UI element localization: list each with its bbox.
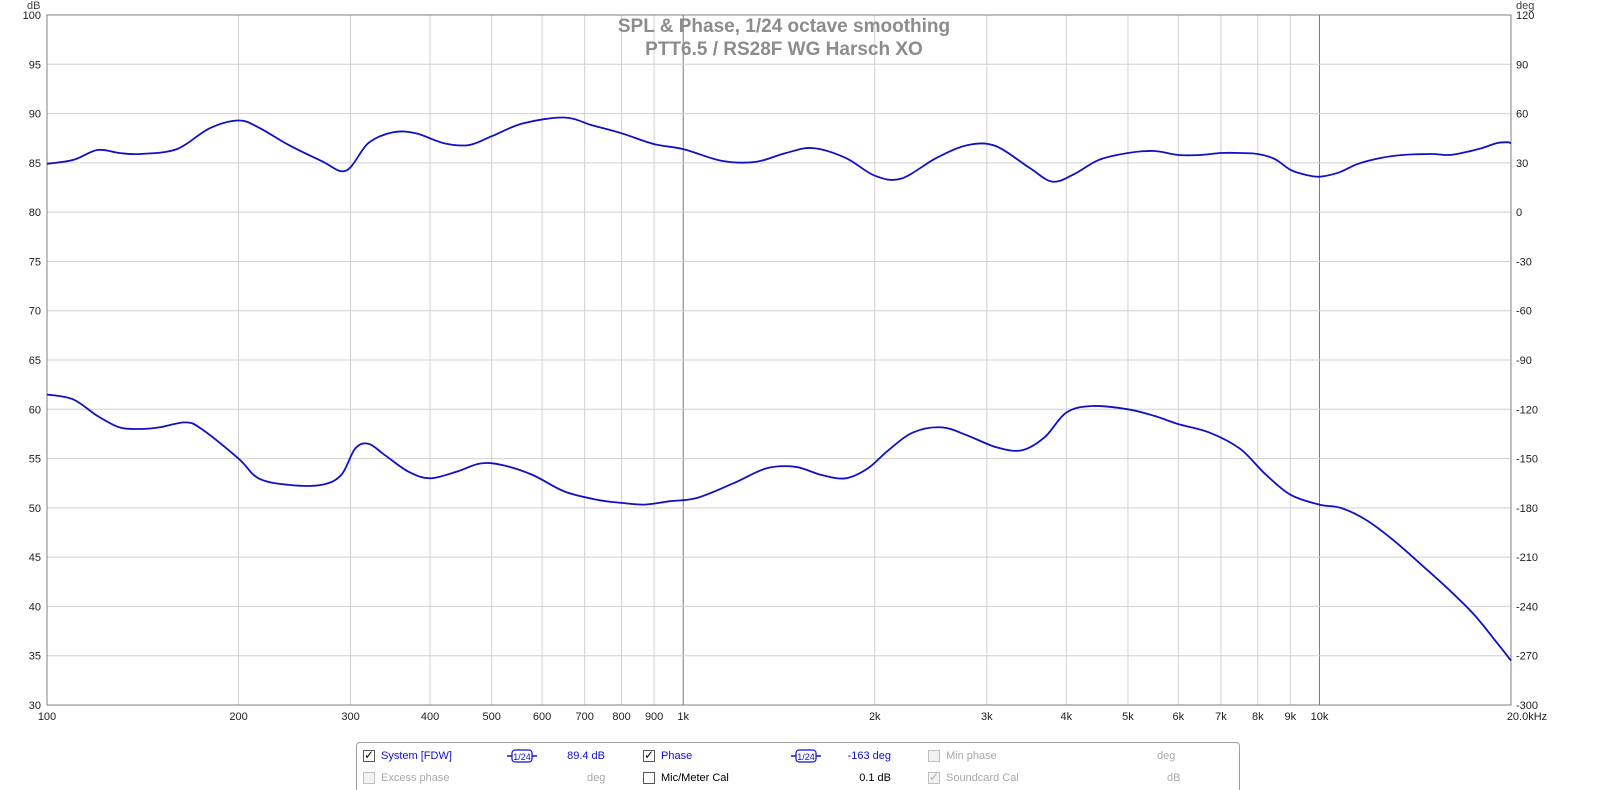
y-right-tick-label: -180 bbox=[1516, 503, 1538, 515]
series-layer bbox=[46, 116, 1512, 662]
x-tick-label: 9k bbox=[1285, 711, 1297, 723]
y-right-tick-label: -60 bbox=[1516, 306, 1532, 318]
soundcard-cal-label: Soundcard Cal bbox=[946, 772, 1019, 784]
y-left-tick-label: 65 bbox=[29, 355, 41, 367]
x-tick-label: 6k bbox=[1173, 711, 1185, 723]
y-right-tick-label: -30 bbox=[1516, 256, 1532, 268]
x-tick-label: 8k bbox=[1252, 711, 1264, 723]
y-right-tick-label: 0 bbox=[1516, 207, 1522, 219]
y-right-tick-label: 120 bbox=[1516, 10, 1534, 22]
y-right-tick-label: -270 bbox=[1516, 651, 1538, 663]
y-right-tick-label: 30 bbox=[1516, 158, 1528, 170]
x-tick-label: 300 bbox=[341, 711, 359, 723]
phase-value: -163 deg bbox=[847, 750, 891, 762]
chart-title: SPL & Phase, 1/24 octave smoothing bbox=[618, 16, 950, 37]
legend-row-2: Excess phase deg Mic/Meter Cal 0.1 dB So… bbox=[357, 770, 1239, 790]
y-left-tick-label: 30 bbox=[29, 700, 41, 712]
phase-series-line bbox=[46, 393, 1512, 662]
y-left-tick-label: 45 bbox=[29, 552, 41, 564]
grid-lines bbox=[47, 15, 1511, 705]
x-tick-label: 5k bbox=[1122, 711, 1134, 723]
min-phase-checkbox[interactable] bbox=[928, 750, 940, 762]
system-fdw-label: System [FDW] bbox=[381, 750, 452, 762]
mic-meter-cal-value: 0.1 dB bbox=[859, 772, 891, 784]
min-phase-label: Min phase bbox=[946, 750, 997, 762]
y-left-tick-label: 60 bbox=[29, 404, 41, 416]
y-right-tick-label: 60 bbox=[1516, 109, 1528, 121]
x-tick-label: 700 bbox=[576, 711, 594, 723]
x-tick-label: 200 bbox=[229, 711, 247, 723]
x-tick-label: 900 bbox=[645, 711, 663, 723]
system-fdw-checkbox[interactable] bbox=[363, 748, 375, 762]
y-left-tick-label: 100 bbox=[23, 10, 41, 22]
y-left-axis-label: dB bbox=[27, 0, 40, 12]
excess-phase-unit: deg bbox=[587, 772, 606, 784]
chart-subtitle: PTT6.5 / RS28F WG Harsch XO bbox=[645, 39, 923, 60]
x-tick-label: 1k bbox=[677, 711, 689, 723]
system-smoothing-icon[interactable]: 1/24 bbox=[507, 749, 537, 763]
phase-checkbox[interactable] bbox=[643, 748, 655, 762]
y-left-tick-label: 95 bbox=[29, 59, 41, 71]
x-tick-label: 4k bbox=[1060, 711, 1072, 723]
y-right-tick-label: -210 bbox=[1516, 552, 1538, 564]
soundcard-cal-unit: dB bbox=[1167, 772, 1181, 784]
y-right-tick-label: -240 bbox=[1516, 601, 1538, 613]
y-right-tick-label: -300 bbox=[1516, 700, 1538, 712]
x-tick-label: 20.0kHz bbox=[1507, 711, 1547, 723]
mic-meter-cal-label: Mic/Meter Cal bbox=[661, 772, 729, 784]
system-smoothing-label: 1/24 bbox=[513, 752, 531, 762]
x-tick-label: 500 bbox=[483, 711, 501, 723]
y-left-tick-label: 80 bbox=[29, 207, 41, 219]
y-right-tick-label: -120 bbox=[1516, 404, 1538, 416]
axis-tick-labels: 100 200 300 400 500 600 700 800 900 1k 2k 3k 4k 5k 6k 7… bbox=[23, 10, 1548, 723]
x-tick-label: 400 bbox=[421, 711, 439, 723]
phase-smoothing-label: 1/24 bbox=[797, 752, 815, 762]
x-tick-label: 800 bbox=[612, 711, 630, 723]
spl-series-line bbox=[46, 116, 1512, 183]
y-left-tick-label: 50 bbox=[29, 503, 41, 515]
x-tick-label: 600 bbox=[533, 711, 551, 723]
x-tick-label: 100 bbox=[38, 711, 56, 723]
y-left-tick-label: 90 bbox=[29, 109, 41, 121]
x-tick-label: 3k bbox=[981, 711, 993, 723]
y-left-tick-label: 75 bbox=[29, 256, 41, 268]
excess-phase-checkbox[interactable] bbox=[363, 772, 375, 784]
y-right-tick-label: 90 bbox=[1516, 59, 1528, 71]
y-left-tick-label: 40 bbox=[29, 601, 41, 613]
y-left-tick-label: 35 bbox=[29, 651, 41, 663]
legend-panel: System [FDW] 1/24 89.4 dB Phase 1/24 -16… bbox=[356, 742, 1240, 790]
y-right-tick-label: -150 bbox=[1516, 454, 1538, 466]
min-phase-unit: deg bbox=[1157, 750, 1176, 762]
phase-label: Phase bbox=[661, 750, 693, 762]
plot-area-frame bbox=[46, 14, 1512, 706]
y-left-tick-label: 55 bbox=[29, 454, 41, 466]
system-fdw-value: 89.4 dB bbox=[567, 750, 605, 762]
soundcard-cal-checkbox[interactable] bbox=[928, 770, 940, 784]
x-tick-label: 2k bbox=[869, 711, 881, 723]
x-tick-label: 7k bbox=[1215, 711, 1227, 723]
y-left-tick-label: 70 bbox=[29, 306, 41, 318]
legend-row-1: System [FDW] 1/24 89.4 dB Phase 1/24 -16… bbox=[357, 748, 1239, 768]
y-right-axis-label: deg bbox=[1516, 0, 1534, 12]
y-left-tick-label: 85 bbox=[29, 158, 41, 170]
x-tick-label: 10k bbox=[1311, 711, 1329, 723]
mic-meter-cal-checkbox[interactable] bbox=[643, 772, 655, 784]
y-right-tick-label: -90 bbox=[1516, 355, 1532, 367]
excess-phase-label: Excess phase bbox=[381, 772, 450, 784]
phase-smoothing-icon[interactable]: 1/24 bbox=[791, 749, 821, 763]
